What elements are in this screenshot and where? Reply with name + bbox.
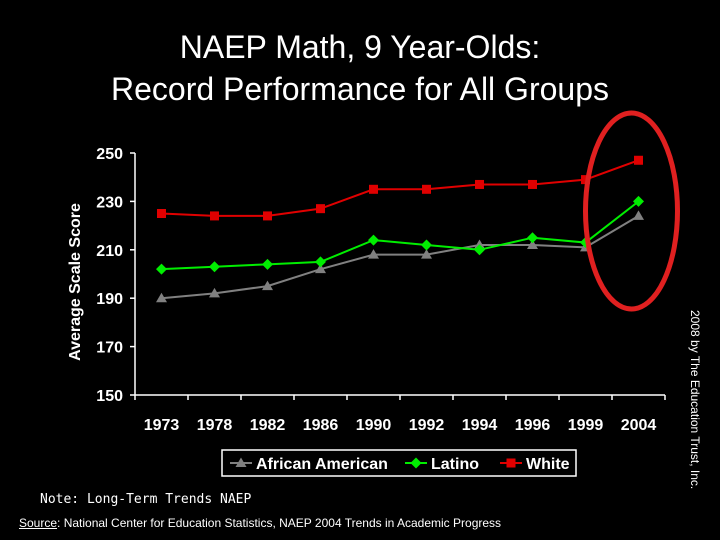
point-white-2004 xyxy=(634,155,643,165)
chart-title-line-1: NAEP Math, 9 Year-Olds: xyxy=(179,29,541,65)
point-latino-1992 xyxy=(421,239,432,251)
y-tick-label-230: 230 xyxy=(96,194,123,211)
point-african-american-1990 xyxy=(368,249,379,259)
chart-title-line-2: Record Performance for All Groups xyxy=(111,71,609,107)
highlight-ellipse xyxy=(583,110,680,312)
chart-note: Note: Long-Term Trends NAEP xyxy=(40,492,252,507)
y-tick-label-170: 170 xyxy=(96,340,123,357)
point-white-1996 xyxy=(528,179,537,189)
x-tick-label-1994: 1994 xyxy=(462,417,498,434)
series-line-white xyxy=(161,159,639,217)
y-tick-label-190: 190 xyxy=(96,291,123,308)
legend-marker-white xyxy=(506,458,516,468)
point-african-american-1994 xyxy=(474,239,485,249)
series-line-african-american xyxy=(161,215,640,300)
point-latino-1994 xyxy=(474,244,485,256)
point-white-1978 xyxy=(210,211,219,221)
source-citation: Source: National Center for Education St… xyxy=(19,516,501,530)
point-latino-1973 xyxy=(156,263,167,275)
x-tick-label-1996: 1996 xyxy=(515,417,551,434)
point-african-american-1996 xyxy=(527,239,538,249)
y-tick-label-150: 150 xyxy=(96,388,123,405)
y-axis-title: Average Scale Score xyxy=(67,203,84,361)
point-latino-2004 xyxy=(633,195,644,207)
legend-label-latino: Latino xyxy=(431,456,479,473)
point-african-american-1982 xyxy=(262,280,273,291)
point-white-1992 xyxy=(422,184,431,194)
point-white-1982 xyxy=(263,211,272,221)
legend-label-white: White xyxy=(526,456,570,473)
x-tick-label-2004: 2004 xyxy=(621,417,657,434)
series-line-latino xyxy=(161,200,640,271)
x-tick-label-1982: 1982 xyxy=(250,417,286,434)
point-white-1973 xyxy=(157,209,166,218)
point-white-1986 xyxy=(316,204,325,214)
legend-marker-african-american xyxy=(235,457,247,467)
point-african-american-1986 xyxy=(315,263,326,274)
legend-marker-latino xyxy=(410,457,422,469)
point-latino-1982 xyxy=(262,258,273,270)
x-tick-label-1973: 1973 xyxy=(144,417,180,434)
point-african-american-2004 xyxy=(633,210,644,220)
copyright-credit: 2008 by The Education Trust, Inc. xyxy=(688,310,702,490)
point-latino-1986 xyxy=(315,256,326,268)
x-tick-label-1978: 1978 xyxy=(197,417,233,434)
source-text: : National Center for Education Statisti… xyxy=(57,516,502,530)
point-latino-1990 xyxy=(368,234,379,246)
source-label: Source xyxy=(19,516,58,530)
x-tick-label-1999: 1999 xyxy=(568,417,604,434)
legend-label-african-american: African American xyxy=(256,456,388,473)
y-tick-label-250: 250 xyxy=(96,146,123,163)
point-white-1994 xyxy=(475,179,484,189)
point-african-american-1992 xyxy=(421,249,432,259)
point-african-american-1973 xyxy=(156,292,167,303)
x-tick-label-1986: 1986 xyxy=(303,417,339,434)
point-latino-1978 xyxy=(209,261,220,273)
point-latino-1996 xyxy=(527,232,538,244)
legend-box xyxy=(221,449,577,477)
y-tick-label-210: 210 xyxy=(96,243,123,260)
x-tick-label-1992: 1992 xyxy=(409,417,445,434)
x-tick-label-1990: 1990 xyxy=(356,417,392,434)
point-african-american-1978 xyxy=(209,287,220,298)
point-white-1990 xyxy=(369,184,378,194)
